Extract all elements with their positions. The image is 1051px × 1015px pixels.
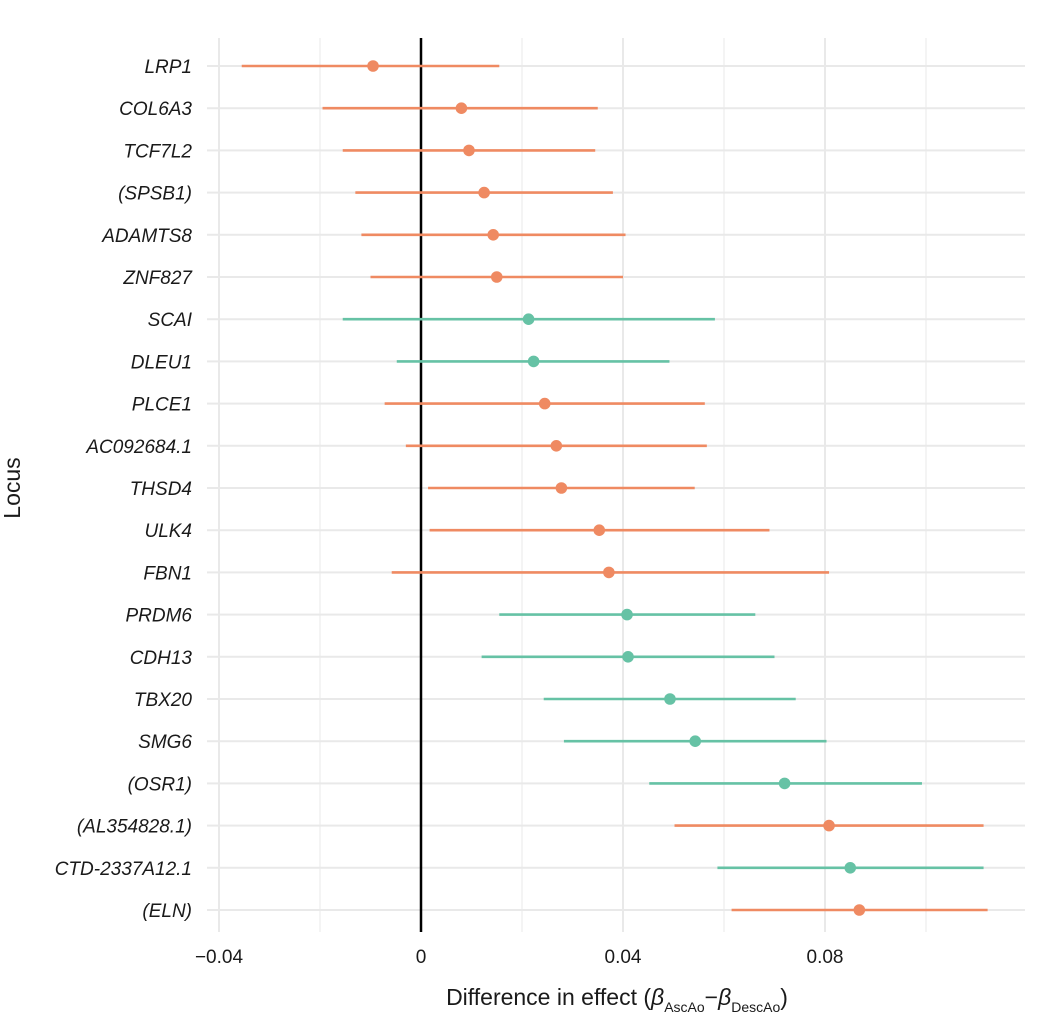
point-estimate [844,862,857,874]
locus-label: SCAI [148,310,193,331]
point-estimate [522,313,535,326]
estimate-row-ZNF827 [370,271,623,283]
x-tick-label: 0.04 [605,947,642,968]
estimate-row-TCF7L2 [342,144,596,157]
point-estimate [778,777,791,790]
point-estimate [490,271,503,283]
grid-layer [207,38,1025,932]
locus-label: ADAMTS8 [101,226,192,247]
point-estimate [853,904,866,916]
estimate-row-(OSR1) [649,777,922,790]
estimate-row-SCAI [342,313,715,326]
x-tick-label: 0 [416,947,427,968]
estimate-row-(AL354828.1) [674,819,984,832]
estimate-row-DLEU1 [396,355,670,368]
locus-label: (SPSB1) [118,184,192,205]
x-axis-title: Difference in effect (βAscAo−βDescAo) [446,984,788,1015]
point-estimate [603,566,615,579]
estimate-row-COL6A3 [322,102,598,114]
estimate-row-CTD-2337A12.1 [717,862,984,874]
estimate-row-PLCE1 [384,397,705,410]
point-estimate [487,229,500,241]
estimate-row-PRDM6 [499,608,756,621]
locus-label: (OSR1) [128,774,192,795]
x-tick-labels: −0.04 0 0.04 0.08 [195,947,844,968]
point-estimate [622,651,634,663]
point-estimate [621,608,633,621]
estimate-row-TBX20 [543,693,796,705]
point-estimate [550,440,563,452]
point-estimate [538,397,551,410]
x-tick-label: 0.08 [807,947,844,968]
y-tick-labels: LRP1 COL6A3 TCF7L2 (SPSB1) ADAMTS8 ZNF827 SCAI… [55,57,194,922]
locus-label: TBX20 [134,690,193,711]
locus-label: (AL354828.1) [77,817,192,838]
point-estimate [527,355,540,368]
estimate-row-SMG6 [563,735,827,747]
estimate-row-THSD4 [428,482,695,494]
marks-layer [241,60,988,916]
locus-label: TCF7L2 [123,141,192,162]
locus-label: PLCE1 [132,395,192,416]
locus-label: CTD-2337A12.1 [55,859,192,880]
point-estimate [463,144,475,157]
locus-label: ZNF827 [122,268,193,289]
locus-label: AC092684.1 [85,437,192,458]
locus-label: ULK4 [144,521,192,542]
estimate-row-ADAMTS8 [361,229,626,241]
locus-label: FBN1 [143,563,192,584]
estimate-row-ULK4 [429,524,770,536]
point-estimate [689,735,702,747]
locus-label: PRDM6 [125,606,192,627]
estimate-row-(SPSB1) [355,186,613,199]
locus-label: (ELN) [142,901,192,922]
point-estimate [455,102,468,114]
locus-label: DLEU1 [131,352,192,373]
estimate-row-AC092684.1 [405,440,707,452]
estimate-row-FBN1 [391,566,830,579]
estimate-row-(ELN) [731,904,988,916]
x-tick-label: −0.04 [195,947,244,968]
point-estimate [555,482,568,494]
estimate-row-LRP1 [241,60,500,72]
locus-label: THSD4 [130,479,192,500]
point-estimate [593,524,606,536]
locus-label: COL6A3 [119,99,192,120]
locus-label: CDH13 [130,648,193,669]
estimate-row-CDH13 [481,651,775,663]
locus-label: LRP1 [144,57,192,78]
locus-label: SMG6 [138,732,192,753]
point-estimate [664,693,676,705]
y-axis-title: Locus [0,457,25,518]
point-estimate [367,60,379,72]
point-estimate [478,186,490,199]
point-estimate [823,819,835,832]
